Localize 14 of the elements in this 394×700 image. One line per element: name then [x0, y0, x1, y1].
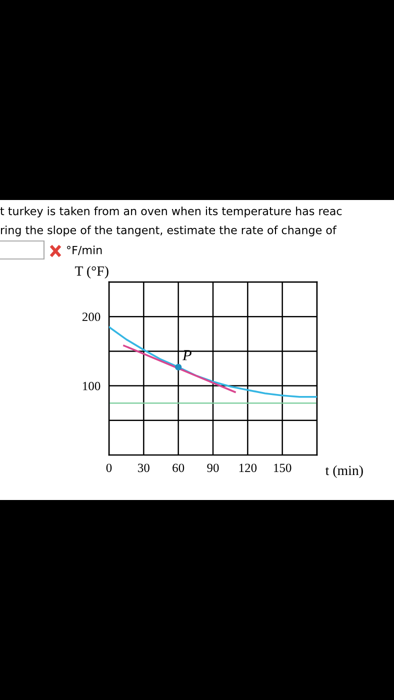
- y-tick-label: 100: [83, 382, 100, 390]
- x-tick-label: 150: [274, 464, 292, 472]
- x-tick-label: 30: [138, 464, 150, 472]
- text: t turkey is taken from an oven when its temperature has reac: [0, 206, 342, 218]
- x-tick-label: 60: [172, 464, 184, 472]
- text: °F/min: [67, 246, 102, 256]
- y-axis-title: T (°F): [75, 266, 108, 279]
- x-tick-label: 90: [207, 464, 219, 472]
- text: ring the slope of the tangent, estimate the rate of change of: [1, 226, 337, 236]
- x-axis-title: t (min): [325, 465, 363, 478]
- y-tick-label: 200: [82, 312, 100, 322]
- x-tick-label: 120: [239, 464, 257, 472]
- x-tick-label: 0: [106, 464, 112, 472]
- line-series: [109, 326, 317, 398]
